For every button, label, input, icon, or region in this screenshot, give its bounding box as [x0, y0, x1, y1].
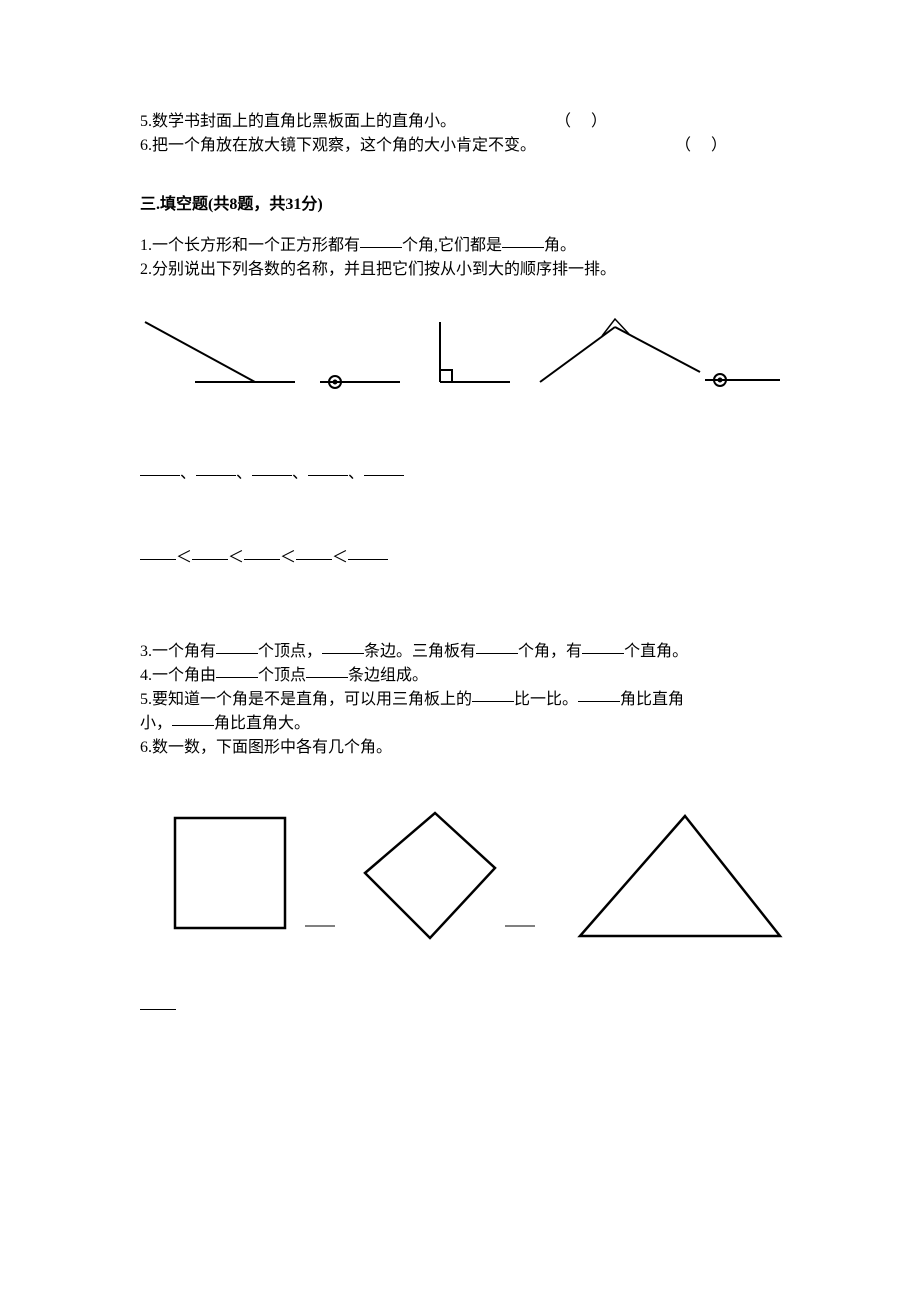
q3-d: 个角，有	[518, 643, 582, 660]
q6-row-fill: 6.数一数，下面图形中各有几个角。	[140, 736, 785, 760]
q5-c: 角比直角	[620, 691, 684, 708]
sep1: 、	[180, 465, 196, 482]
q5-a: 5.要知道一个角是不是直角，可以用三角板上的	[140, 691, 472, 708]
q3-blank4[interactable]	[582, 653, 624, 654]
tf-q6-paren[interactable]: （ ）	[675, 134, 735, 158]
order-blank-4[interactable]	[296, 559, 332, 560]
q3-a: 3.一个角有	[140, 643, 216, 660]
shapes-trailing-blank-row	[140, 996, 785, 1020]
q1-b: 个角,它们都是	[402, 237, 502, 254]
sep2: 、	[236, 465, 252, 482]
lt3: ＜	[280, 549, 296, 566]
order-blank-3[interactable]	[244, 559, 280, 560]
q5-b: 比一比。	[514, 691, 578, 708]
order-blanks-row: ＜ ＜ ＜ ＜	[140, 546, 785, 570]
q1-a: 1.一个长方形和一个正方形都有	[140, 237, 360, 254]
q1-blank2[interactable]	[502, 247, 544, 248]
q4-c: 条边组成。	[348, 667, 428, 684]
q3-blank3[interactable]	[476, 653, 518, 654]
q3-c: 条边。三角板有	[364, 643, 476, 660]
q3-row: 3.一个角有 个顶点， 条边。三角板有 个角，有 个直角。	[140, 640, 785, 664]
q4-blank1[interactable]	[216, 677, 258, 678]
lt2: ＜	[228, 549, 244, 566]
shapes-diagram	[140, 808, 785, 948]
order-blank-5[interactable]	[348, 559, 388, 560]
q1-c: 角。	[544, 237, 576, 254]
name-blank-1[interactable]	[140, 475, 180, 476]
angles-diagram	[140, 312, 785, 402]
q3-e: 个直角。	[624, 643, 688, 660]
sep3: 、	[292, 465, 308, 482]
name-blank-3[interactable]	[252, 475, 292, 476]
order-blank-1[interactable]	[140, 559, 176, 560]
name-blank-4[interactable]	[308, 475, 348, 476]
q5-d: 小，	[140, 715, 172, 732]
sep4: 、	[348, 465, 364, 482]
tf-q6-row: 6.把一个角放在放大镜下观察，这个角的大小肯定不变。 （ ）	[140, 134, 785, 158]
tf-q5-paren[interactable]: （ ）	[555, 110, 615, 134]
q5-row-fill: 5.要知道一个角是不是直角，可以用三角板上的 比一比。 角比直角	[140, 688, 785, 712]
q4-a: 4.一个角由	[140, 667, 216, 684]
q1-blank1[interactable]	[360, 247, 402, 248]
name-blank-5[interactable]	[364, 475, 404, 476]
tf-q5-row: 5.数学书封面上的直角比黑板面上的直角小。 （ ）	[140, 110, 785, 134]
q2-row: 2.分别说出下列各数的名称，并且把它们按从小到大的顺序排一排。	[140, 258, 785, 282]
name-blank-2[interactable]	[196, 475, 236, 476]
lt1: ＜	[176, 549, 192, 566]
q4-row: 4.一个角由 个顶点 条边组成。	[140, 664, 785, 688]
q5-blank3[interactable]	[172, 725, 214, 726]
q5-blank2[interactable]	[578, 701, 620, 702]
shapes-trailing-blank[interactable]	[140, 1009, 176, 1010]
q4-b: 个顶点	[258, 667, 306, 684]
name-blanks-row: 、 、 、 、	[140, 462, 785, 486]
q5-blank1[interactable]	[472, 701, 514, 702]
order-blank-2[interactable]	[192, 559, 228, 560]
q3-b: 个顶点，	[258, 643, 322, 660]
tf-q5-text: 5.数学书封面上的直角比黑板面上的直角小。	[140, 113, 456, 130]
q3-blank1[interactable]	[216, 653, 258, 654]
q5-row-fill-2: 小， 角比直角大。	[140, 712, 785, 736]
lt4: ＜	[332, 549, 348, 566]
q1-row: 1.一个长方形和一个正方形都有 个角,它们都是 角。	[140, 234, 785, 258]
section3-header: 三.填空题(共8题，共31分)	[140, 190, 785, 214]
q3-blank2[interactable]	[322, 653, 364, 654]
q4-blank2[interactable]	[306, 677, 348, 678]
q5-e: 角比直角大。	[214, 715, 310, 732]
tf-q6-text: 6.把一个角放在放大镜下观察，这个角的大小肯定不变。	[140, 137, 536, 154]
